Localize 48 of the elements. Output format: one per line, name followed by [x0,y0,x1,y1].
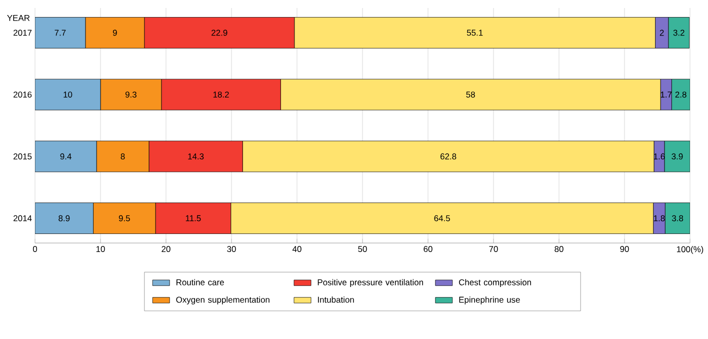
x-tick-label: 0 [32,246,38,252]
x-tick-label: 60 [424,246,432,252]
legend-label: Epinephrine use [459,296,520,304]
data-label: 18.2 [213,92,229,98]
x-tick-label: 90 [620,246,629,252]
data-label: 2.8 [675,92,686,98]
bar [35,78,101,110]
x-tick-label: 10 [96,246,105,252]
legend-label: Positive pressure ventilation [318,279,424,287]
x-tick-label: 20 [162,246,170,252]
legend-label: Routine care [176,279,224,286]
bar [35,140,97,172]
data-label: 22.9 [212,30,228,36]
y-tick-label: 2015 [14,153,32,160]
data-label: 9.5 [118,215,130,222]
x-tick-label: 70 [489,246,498,252]
y-tick-label: 2016 [14,92,32,98]
data-label: 2 [660,30,664,36]
data-label: 62.8 [440,153,456,160]
legend-label: Intubation [318,296,354,303]
legend-label: Oxygen supplementation [176,296,270,304]
data-label: 3.8 [672,215,684,222]
data-label: 7.7 [54,30,66,36]
data-label: 3.9 [672,153,683,160]
x-tick-label: 40 [292,246,302,252]
data-label: 1.8 [654,215,665,222]
y-axis-title: YEAR [7,15,30,21]
legend-label: Chest compression [459,279,531,287]
data-label: 9 [112,30,117,36]
data-label: 55.1 [466,30,483,36]
y-tick-label: 2017 [14,30,32,36]
data-label: 9.4 [60,153,72,160]
data-label: 14.3 [188,153,204,160]
x-tick-label: 30 [227,246,236,252]
bar [35,17,86,48]
y-tick-label: 2014 [14,215,32,222]
data-label: 9.3 [125,92,136,98]
bar [35,202,94,234]
x-tick-label: 100(%) [677,246,704,254]
x-tick-label: 80 [554,246,564,252]
data-label: 10 [64,92,72,98]
x-tick-label: 50 [358,246,367,252]
data-label: 58 [466,92,475,98]
data-label: 8.9 [58,215,70,222]
data-label: 11.5 [186,215,201,222]
data-label: 3.2 [673,30,684,36]
data-label: 64.5 [434,215,450,222]
data-label: 8 [120,153,125,160]
